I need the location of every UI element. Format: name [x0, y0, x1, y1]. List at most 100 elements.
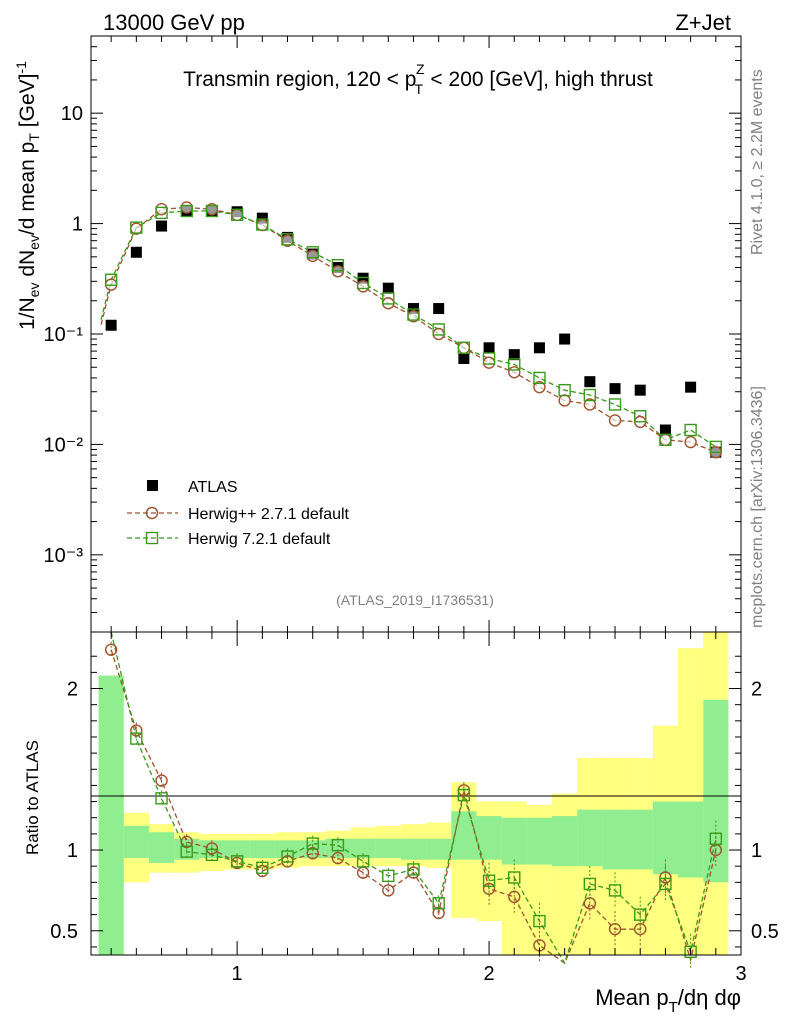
herwigpp-ratio-point	[634, 922, 647, 936]
ratio-y-tick-label: 1	[67, 840, 78, 862]
atlas-data-point	[559, 333, 571, 345]
header-process-label: Z+Jet	[675, 10, 731, 35]
ratio-uncertainty-band-stat	[148, 832, 175, 863]
herwigpp-ratio-point	[382, 884, 395, 897]
herwig7-main-point	[634, 410, 647, 423]
herwigpp-ratio-point	[180, 835, 193, 849]
analysis-watermark: (ATLAS_2019_I1736531)	[336, 592, 494, 608]
herwig7-ratio-point	[230, 855, 244, 868]
ratio-y-axis-label: Ratio to ATLAS	[23, 740, 42, 855]
header-energy-label: 13000 GeV pp	[103, 10, 245, 35]
herwig7-ratio-point	[205, 848, 219, 862]
herwigpp-main-point	[608, 414, 622, 427]
atlas-data-point	[634, 384, 646, 396]
legend-label-atlas: ATLAS	[188, 479, 238, 496]
herwig7-ratio-point	[382, 869, 395, 883]
herwig7-main-point	[205, 204, 219, 218]
legend-marker-atlas	[147, 480, 158, 491]
atlas-data-point	[458, 352, 470, 364]
herwig7-ratio-point	[659, 877, 672, 891]
herwigpp-main-point	[684, 435, 697, 449]
ratio-y-tick-label-right: 1	[751, 840, 762, 862]
rivet-version-label: Rivet 4.1.0, ≥ 2.2M events	[749, 69, 766, 255]
main-y-tick-label: 1	[72, 214, 83, 236]
herwig7-ratio-point	[684, 945, 697, 958]
ratio-uncertainty-band-stat	[552, 816, 578, 867]
atlas-data-point	[609, 383, 621, 395]
main-y-tick-label: 10⁻¹	[44, 324, 84, 346]
ratio-uncertainty-band-stat	[652, 801, 679, 875]
ratio-uncertainty-band-stat	[627, 809, 653, 870]
ratio-uncertainty-band-stat	[98, 675, 124, 955]
atlas-data-point	[105, 319, 117, 331]
herwig7-main-point	[482, 352, 496, 365]
herwig7-main-point	[558, 383, 571, 397]
herwig7-ratio-point	[331, 838, 345, 852]
legend-marker-herwigpp	[145, 506, 159, 520]
ratio-uncertainty-band-stat	[375, 838, 401, 859]
herwig7-ratio-point	[130, 732, 143, 745]
herwig7-ratio-point	[432, 897, 445, 910]
ratio-uncertainty-band-stat	[249, 840, 275, 859]
legend-marker-herwig7	[145, 531, 159, 545]
atlas-data-point	[483, 342, 495, 354]
herwig7-ratio-point	[482, 874, 496, 887]
herwig7-ratio-point	[281, 850, 294, 863]
x-axis-label-post: /dη dφ	[678, 985, 741, 1010]
x-axis-label-sub: T	[669, 999, 678, 1016]
ratio-uncertainty-band-stat	[400, 838, 427, 860]
atlas-data-point	[357, 272, 369, 284]
herwig7-main-point	[659, 433, 672, 447]
atlas-data-point	[584, 376, 596, 388]
ratio-uncertainty-band-stat	[602, 809, 628, 870]
main-title-post: < 200 [GeV], high thrust	[425, 68, 653, 91]
ratio-y-tick-label: 0.5	[50, 921, 78, 943]
herwigpp-main-point	[155, 202, 168, 216]
main-y-tick-label: 10⁻²	[44, 434, 84, 456]
herwig7-ratio-point	[457, 788, 471, 802]
herwigpp-ratio-point	[331, 851, 345, 865]
herwig7-main-point	[155, 206, 168, 220]
herwig7-main-point	[306, 246, 319, 259]
atlas-data-point	[382, 282, 394, 294]
atlas-data-point	[130, 246, 142, 258]
herwig7-main-point	[180, 204, 193, 218]
herwigpp-ratio-point	[583, 897, 597, 910]
ratio-uncertainty-band-stat	[123, 825, 149, 859]
herwig7-main-point	[709, 440, 723, 454]
ratio-y-tick-label-right: 2	[751, 679, 762, 701]
herwig7-ratio-point	[508, 871, 521, 884]
herwig7-main-point	[331, 258, 345, 272]
mcplots-reference-label: mcplots.cern.ch [arXiv:1306.3436]	[749, 386, 766, 628]
ratio-uncertainty-band-stat	[526, 817, 553, 865]
herwig7-main-point	[432, 323, 445, 336]
atlas-data-point	[533, 342, 545, 354]
herwig7-ratio-point	[256, 861, 269, 874]
herwigpp-ratio-point	[104, 643, 118, 656]
herwigpp-main-point	[306, 249, 319, 263]
herwig7-main-point	[533, 371, 546, 385]
ratio-y-tick-label: 2	[67, 679, 78, 701]
main-y-tick-label: 10⁻³	[44, 545, 84, 567]
herwigpp-main-point	[432, 327, 445, 341]
ratio-uncertainty-band-stat	[350, 838, 376, 859]
herwig7-ratio-point	[709, 832, 723, 845]
herwig7-main-point	[281, 233, 294, 246]
atlas-data-point	[433, 303, 445, 315]
ratio-uncertainty-band-stat	[426, 838, 452, 860]
ratio-uncertainty-band-stat	[678, 801, 704, 878]
herwigpp-main-point	[659, 433, 672, 447]
ratio-panel: 0.5 0.5 1 1 2 2 1 2 3 Ratio to ATLAS Mean pT/dη …	[23, 631, 779, 1016]
herwig7-main-point	[104, 273, 118, 286]
herwigpp-main-point	[508, 366, 521, 379]
main-title: Transmin region, 120 < pTZ < 200 [GeV], …	[183, 61, 653, 97]
herwigpp-main-point	[583, 398, 597, 411]
ratio-plot-frame	[90, 631, 742, 956]
ratio-uncertainty-band-stat	[501, 817, 527, 865]
herwigpp-main-point	[356, 280, 370, 293]
herwig7-ratio-point	[407, 863, 420, 876]
herwig7-main-point	[356, 276, 370, 290]
ratio-uncertainty-band-stat	[325, 838, 351, 859]
main-panel: 10⁻³ 10⁻² 10⁻¹ 1 10 Transmin region, 120 < p…	[13, 35, 742, 633]
